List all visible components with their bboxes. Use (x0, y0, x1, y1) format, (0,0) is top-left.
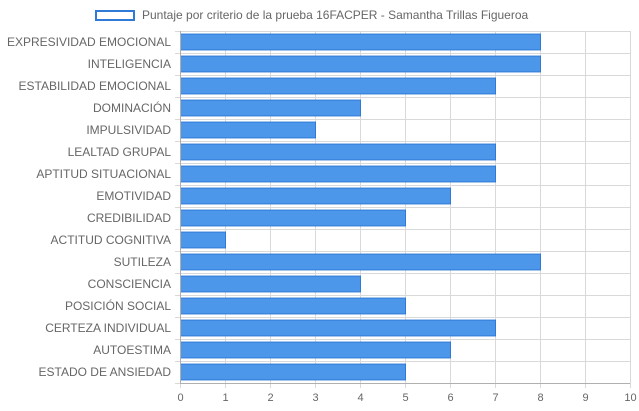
category-label: INTELIGENCIA (88, 57, 171, 71)
category-label: LEALTAD GRUPAL (68, 145, 172, 159)
category-label: CREDIBILIDAD (87, 211, 171, 225)
x-tick-label: 5 (402, 392, 408, 404)
category-label: ESTADO DE ANSIEDAD (39, 365, 172, 379)
x-tick-label: 4 (357, 392, 363, 404)
bar (180, 33, 541, 51)
category-label: EXPRESIVIDAD EMOCIONAL (7, 35, 171, 49)
bar (180, 253, 541, 271)
category-label: POSICIÓN SOCIAL (65, 298, 171, 313)
chart-legend[interactable]: Puntaje por criterio de la prueba 16FACP… (95, 6, 528, 24)
bar (180, 319, 496, 337)
bar (180, 121, 316, 139)
category-label: AUTOESTIMA (93, 343, 171, 357)
bar (180, 297, 406, 315)
x-tick-label: 9 (582, 392, 588, 404)
x-tick-label: 6 (447, 392, 453, 404)
bar (180, 99, 361, 117)
x-tick-label: 8 (537, 392, 543, 404)
category-label: SUTILEZA (114, 255, 171, 269)
category-label: ACTITUD COGNITIVA (51, 233, 171, 247)
category-label: DOMINACIÓN (93, 100, 171, 115)
x-tick-label: 0 (177, 392, 183, 404)
bar (180, 77, 496, 95)
legend-label: Puntaje por criterio de la prueba 16FACP… (142, 8, 529, 22)
bar (180, 231, 226, 249)
category-label: APTITUD SITUACIONAL (36, 167, 171, 181)
x-tick-label: 2 (267, 392, 273, 404)
bar (180, 55, 541, 73)
x-tick-label: 3 (312, 392, 318, 404)
bar (180, 275, 361, 293)
x-tick-label: 10 (624, 392, 636, 404)
category-label: CONSCIENCIA (88, 277, 171, 291)
bar (180, 209, 406, 227)
bar (180, 165, 496, 183)
bar (180, 363, 406, 381)
category-label: CERTEZA INDIVIDUAL (45, 321, 171, 335)
bar (180, 341, 451, 359)
legend-swatch (95, 9, 135, 21)
bar (180, 143, 496, 161)
category-label: IMPULSIVIDAD (86, 123, 171, 137)
x-tick-label: 1 (222, 392, 228, 404)
category-label: EMOTIVIDAD (96, 189, 171, 203)
category-label: ESTABILIDAD EMOCIONAL (19, 79, 172, 93)
x-tick-label: 7 (492, 392, 498, 404)
bar (180, 187, 451, 205)
